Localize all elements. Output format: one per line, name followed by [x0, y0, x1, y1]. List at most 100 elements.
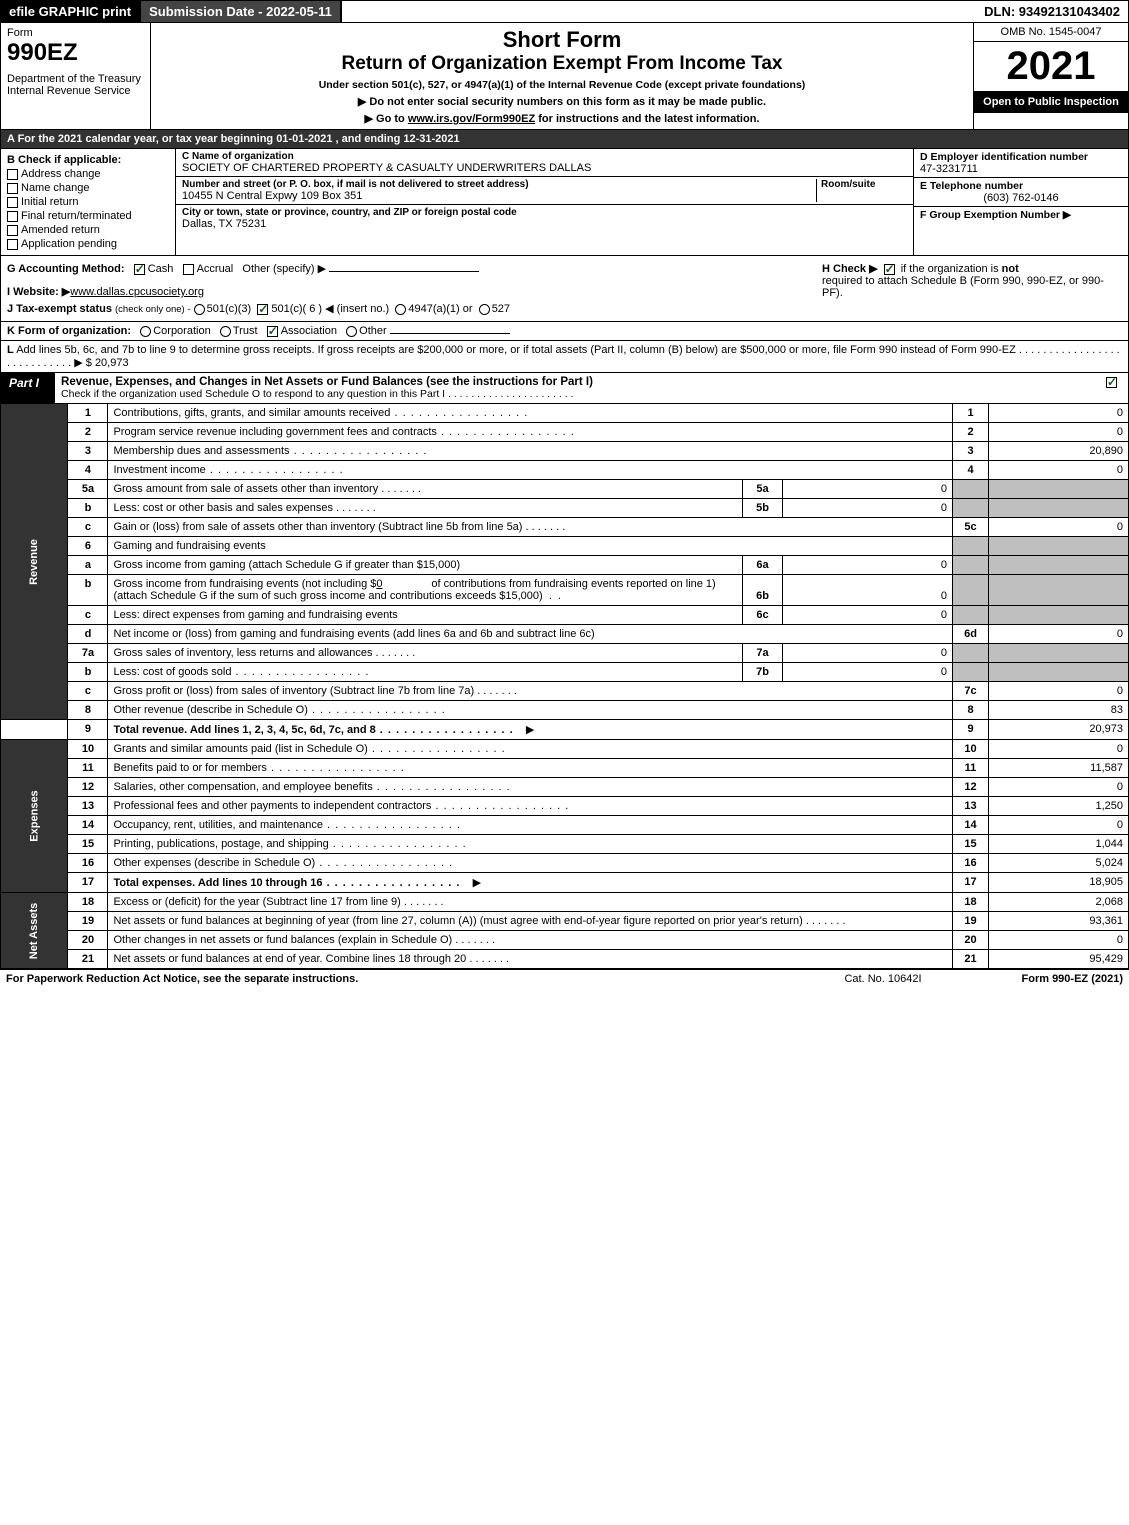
line-19-num: 19: [68, 912, 108, 931]
form-subtitle: Under section 501(c), 527, or 4947(a)(1)…: [157, 79, 967, 91]
line-7c-refnum: 7c: [953, 682, 989, 701]
line-15-val: 1,044: [989, 835, 1129, 854]
section-bcdef: B Check if applicable: Address change Na…: [0, 149, 1129, 256]
grey-6: [953, 537, 989, 556]
line-10-desc: Grants and similar amounts paid (list in…: [108, 740, 953, 759]
line-a: A For the 2021 calendar year, or tax yea…: [0, 130, 1129, 149]
bullet-2-post: for instructions and the latest informat…: [535, 113, 759, 125]
check-address-change[interactable]: [7, 169, 18, 180]
radio-trust[interactable]: [220, 326, 231, 337]
accounting-method: G Accounting Method: Cash Accrual Other …: [7, 262, 822, 275]
line-2-refnum: 2: [953, 423, 989, 442]
radio-527[interactable]: [479, 304, 490, 315]
line-13-num: 13: [68, 797, 108, 816]
efile-label[interactable]: efile GRAPHIC print: [1, 1, 139, 22]
check-name-change[interactable]: [7, 183, 18, 194]
line-5b-num: b: [68, 499, 108, 518]
line-6b-num: b: [68, 575, 108, 606]
other-org-line[interactable]: [390, 333, 510, 334]
form-title-2: Return of Organization Exempt From Incom…: [157, 53, 967, 75]
line-10-val: 0: [989, 740, 1129, 759]
l-label: L: [7, 344, 14, 356]
check-initial-return[interactable]: [7, 197, 18, 208]
line-14-val: 0: [989, 816, 1129, 835]
grey-6a: [953, 556, 989, 575]
line-11-refnum: 11: [953, 759, 989, 778]
line-20-num: 20: [68, 931, 108, 950]
line-3-val: 20,890: [989, 442, 1129, 461]
line-11-val: 11,587: [989, 759, 1129, 778]
label-assoc: Association: [281, 325, 337, 337]
line-4-desc: Investment income: [108, 461, 953, 480]
grey-7a: [953, 644, 989, 663]
ein-value: 47-3231711: [920, 163, 1122, 175]
check-pending[interactable]: [7, 239, 18, 250]
line-7b-desc: Less: cost of goods sold: [108, 663, 743, 682]
label-other: Other (specify) ▶: [242, 263, 326, 275]
city-value: Dallas, TX 75231: [182, 218, 907, 230]
top-bar: efile GRAPHIC print Submission Date - 20…: [0, 0, 1129, 23]
check-accrual[interactable]: [183, 264, 194, 275]
bullet-2-pre: ▶ Go to: [365, 113, 408, 125]
line-8-num: 8: [68, 701, 108, 720]
line-6d-num: d: [68, 625, 108, 644]
phone-value: (603) 762-0146: [920, 192, 1122, 204]
label-address-change: Address change: [21, 168, 101, 180]
grey-5a-v: [989, 480, 1129, 499]
row-k: K Form of organization: Corporation Trus…: [0, 322, 1129, 341]
line-9-desc: Total revenue. Add lines 1, 2, 3, 4, 5c,…: [108, 720, 953, 740]
line-7a-subval: 0: [783, 644, 953, 663]
line-4-refnum: 4: [953, 461, 989, 480]
line-6c-sublabel: 6c: [743, 606, 783, 625]
other-line[interactable]: [329, 271, 479, 272]
website-link[interactable]: www.dallas.cpcusociety.org: [70, 286, 204, 298]
check-501c[interactable]: [257, 304, 268, 315]
radio-501c3[interactable]: [194, 304, 205, 315]
line-12-num: 12: [68, 778, 108, 797]
irs-link[interactable]: www.irs.gov/Form990EZ: [408, 113, 535, 125]
col-b-header: B Check if applicable:: [7, 154, 169, 166]
line-5a-num: 5a: [68, 480, 108, 499]
radio-4947[interactable]: [395, 304, 406, 315]
line-19-desc: Net assets or fund balances at beginning…: [108, 912, 953, 931]
omb-number: OMB No. 1545-0047: [974, 23, 1128, 42]
form-label: Form: [7, 27, 144, 39]
line-17-desc: Total expenses. Add lines 10 through 16 …: [108, 873, 953, 893]
h-text: if the organization is: [901, 263, 999, 275]
side-revenue: Revenue: [1, 404, 68, 720]
radio-other[interactable]: [346, 326, 357, 337]
street-value: 10455 N Central Expwy 109 Box 351: [182, 190, 812, 202]
row-l: L Add lines 5b, 6c, and 7b to line 9 to …: [0, 341, 1129, 373]
grey-6b-v: [989, 575, 1129, 606]
line-8-refnum: 8: [953, 701, 989, 720]
line-20-refnum: 20: [953, 931, 989, 950]
radio-corp[interactable]: [140, 326, 151, 337]
check-final-return[interactable]: [7, 211, 18, 222]
line-15-desc: Printing, publications, postage, and shi…: [108, 835, 953, 854]
check-cash[interactable]: [134, 264, 145, 275]
line-20-val: 0: [989, 931, 1129, 950]
check-schedule-o[interactable]: [1106, 377, 1117, 388]
line-17-num: 17: [68, 873, 108, 893]
footer-left: For Paperwork Reduction Act Notice, see …: [6, 973, 803, 985]
grey-7b: [953, 663, 989, 682]
line-12-desc: Salaries, other compensation, and employ…: [108, 778, 953, 797]
line-3-num: 3: [68, 442, 108, 461]
line-15-num: 15: [68, 835, 108, 854]
header-right: OMB No. 1545-0047 2021 Open to Public In…: [973, 23, 1128, 129]
col-b: B Check if applicable: Address change Na…: [1, 149, 176, 255]
line-7a-num: 7a: [68, 644, 108, 663]
label-cash: Cash: [148, 263, 174, 275]
header-left: Form 990EZ Department of the Treasury In…: [1, 23, 151, 129]
street-label: Number and street (or P. O. box, if mail…: [182, 179, 812, 190]
line-6b-subval: 0: [783, 575, 953, 606]
check-assoc[interactable]: [267, 326, 278, 337]
check-amended[interactable]: [7, 225, 18, 236]
label-trust: Trust: [233, 325, 258, 337]
col-c: C Name of organization SOCIETY OF CHARTE…: [176, 149, 913, 255]
check-sched-b[interactable]: [884, 264, 895, 275]
footer-mid: Cat. No. 10642I: [803, 973, 963, 985]
grey-7b-v: [989, 663, 1129, 682]
line-6a-subval: 0: [783, 556, 953, 575]
line-9-val: 20,973: [989, 720, 1129, 740]
